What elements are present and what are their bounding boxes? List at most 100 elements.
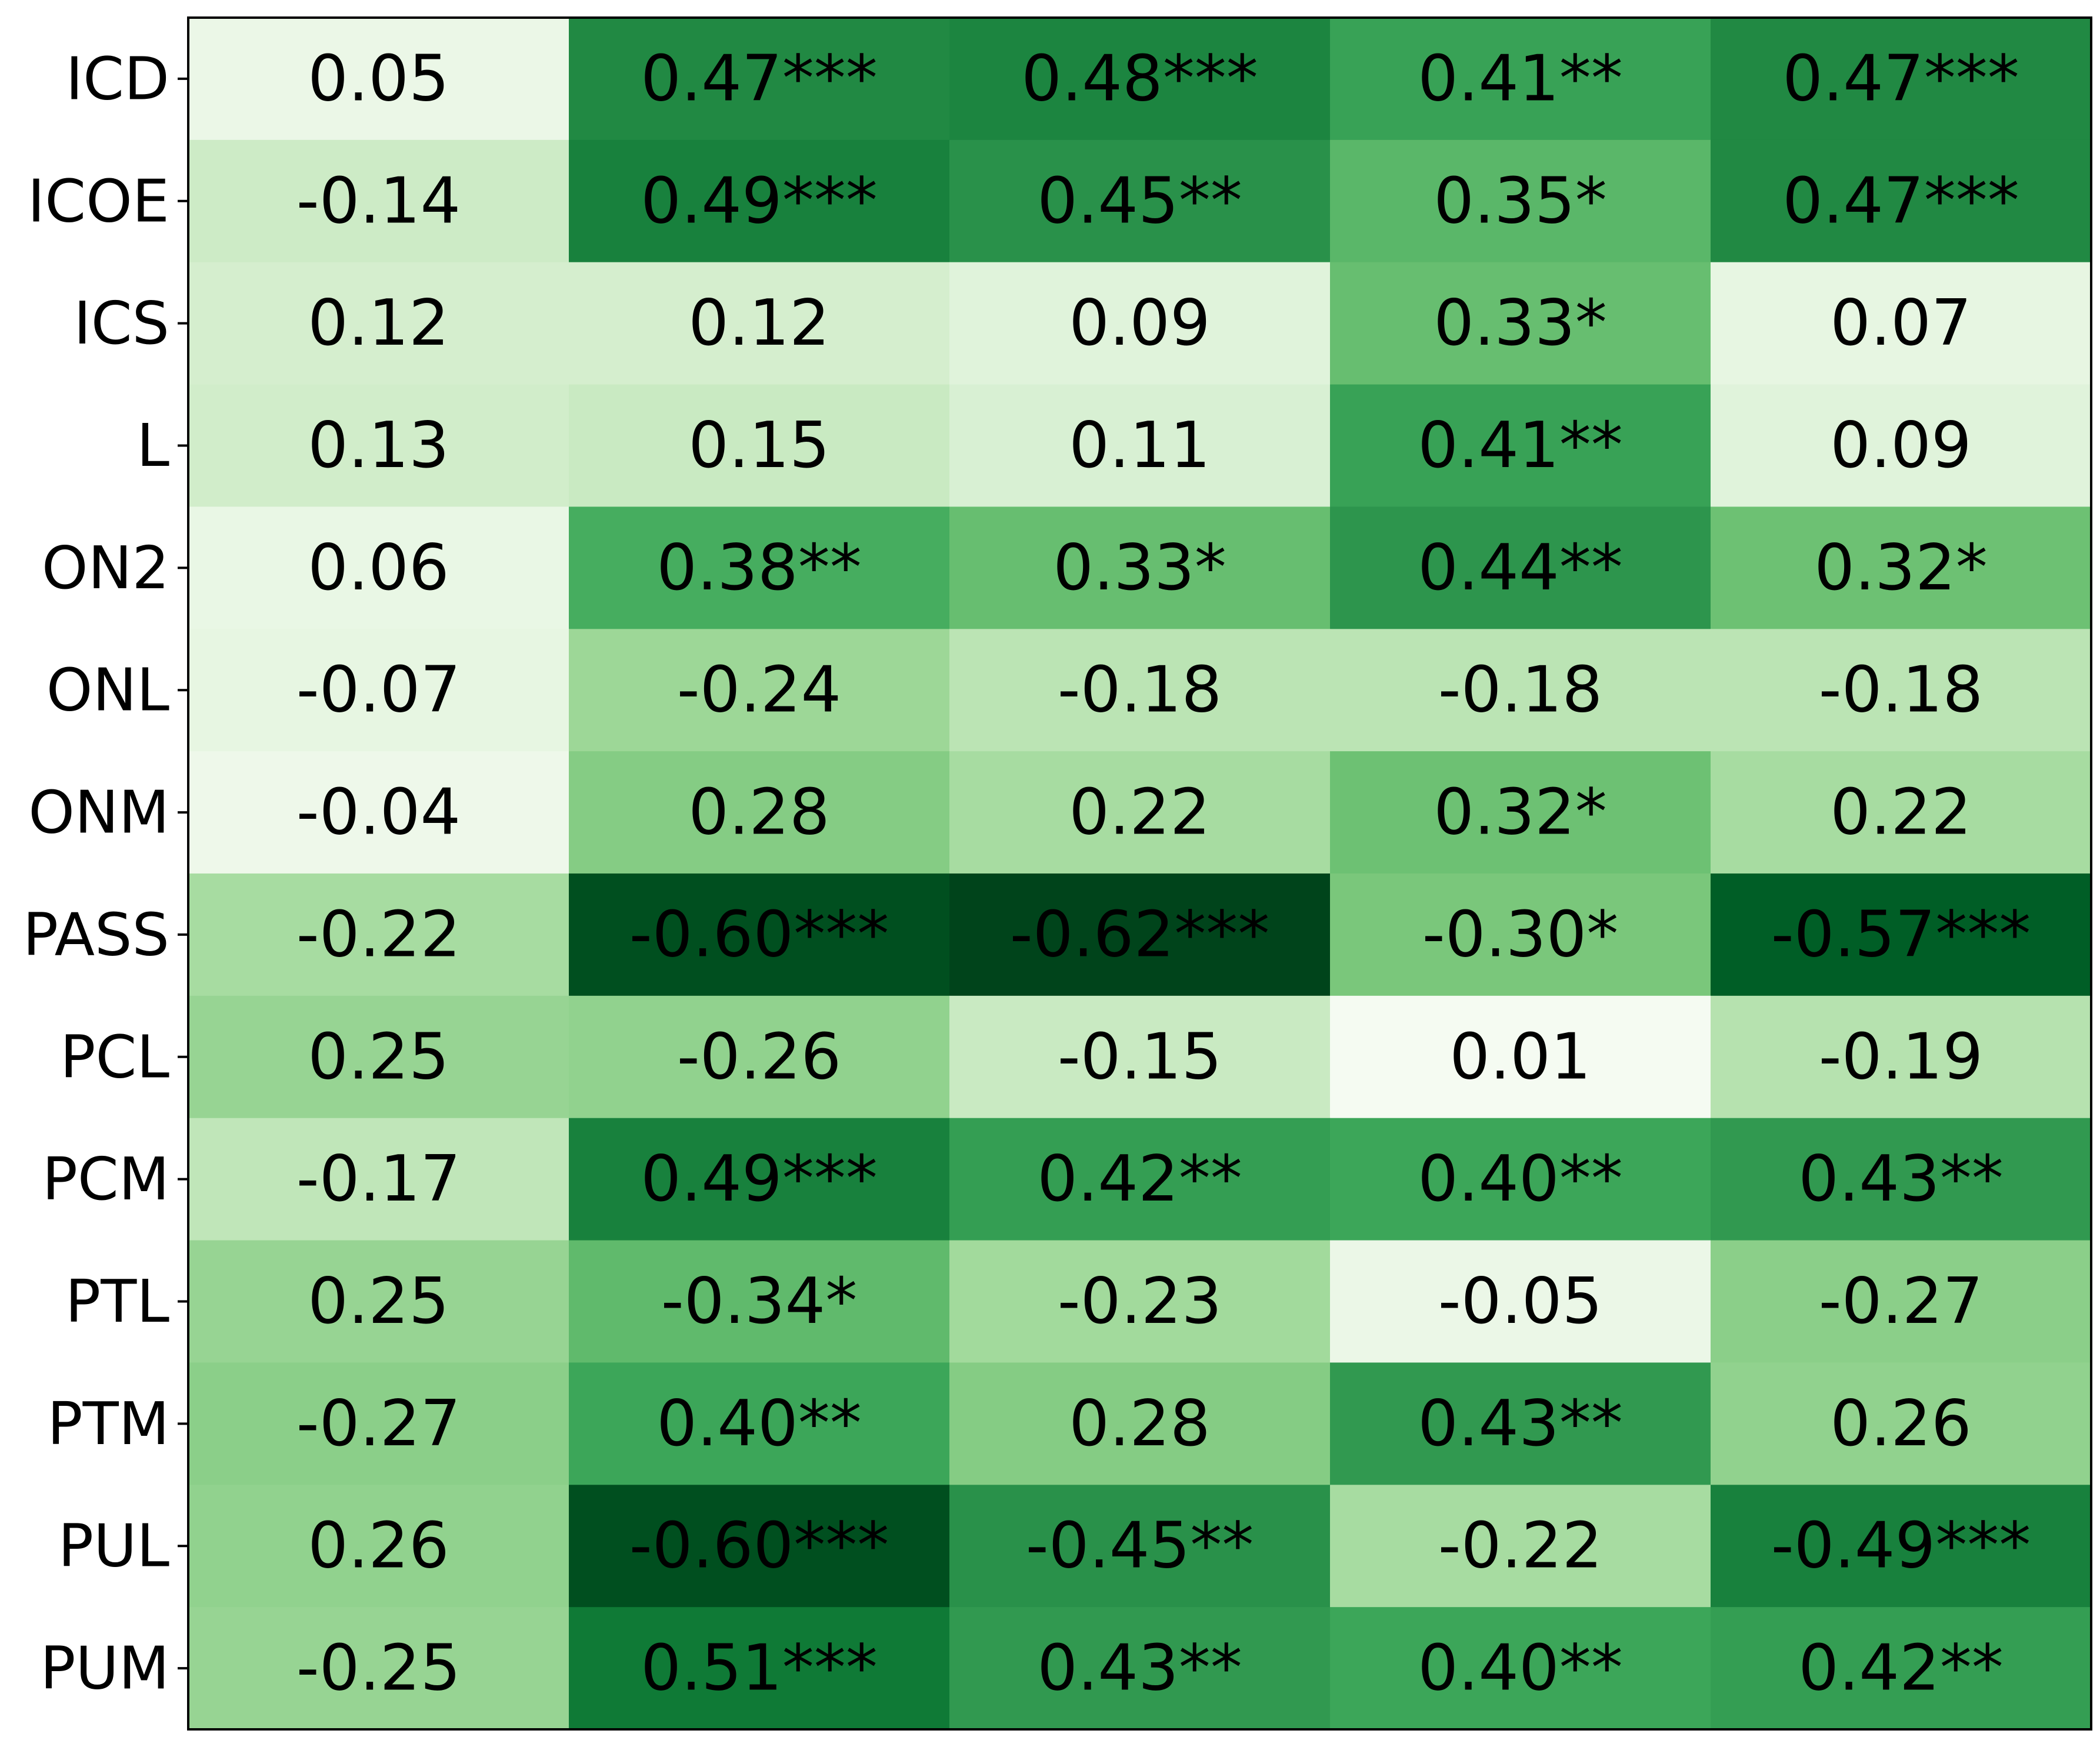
cell-value-label: 0.40** [1418,1142,1622,1216]
heatmap-cell [1711,1362,2092,1485]
cell-value-label: 0.25 [308,1265,449,1338]
cell-value-label: 0.33* [1053,531,1226,605]
cell-value-label: 0.28 [688,776,829,849]
heatmap-cell [1711,1240,2092,1363]
heatmap-cell [569,1607,950,1730]
cell-value-label: 0.44** [1418,531,1622,605]
heatmap-cell [188,1240,569,1363]
heatmap-cell [1330,874,1711,996]
cell-value-label: 0.51*** [641,1632,877,1705]
cell-value-label: -0.18 [1438,654,1602,727]
cell-value-label: 0.43** [1037,1632,1242,1705]
cell-value-label: -0.62*** [1010,898,1269,971]
heatmap-cell [1711,139,2092,263]
heatmap-cell [949,18,1331,141]
cell-value-label: 0.49*** [641,164,877,238]
heatmap-cell [569,384,950,507]
cell-value-label: -0.34* [661,1265,857,1338]
heatmap-cell [949,1607,1331,1730]
cell-value-label: -0.45** [1026,1509,1254,1583]
heatmap-cell [188,629,569,752]
heatmap-cell [1711,874,2092,996]
cell-value-label: 0.47*** [641,42,877,115]
heatmap-cell [188,506,569,629]
plot-frame [187,16,2092,1731]
heatmap-cell [949,1362,1331,1485]
cell-value-label: 0.09 [1069,286,1210,360]
cell-value-label: 0.48*** [1021,42,1258,115]
heatmap-cell [1330,1607,1711,1730]
cell-value-label: -0.57*** [1771,898,2031,971]
cell-value-label: 0.41** [1418,409,1622,482]
heatmap-cell [1711,1485,2092,1608]
cell-value-label: -0.30* [1422,898,1618,971]
cell-value-label: 0.06 [308,531,449,605]
cell-value-label: 0.22 [1069,776,1210,849]
y-axis: ICD ICOE ICS L ON2 ONL ONM PASS PCL PCM PTL PTM PUL P… [23,44,188,1703]
heatmap-cell-labels: 0.05 0.47*** 0.48*** 0.41** 0.47*** -0.14 0.49… [296,42,2031,1705]
heatmap-cell [949,262,1331,385]
cell-value-label: -0.27 [1819,1265,1983,1338]
cell-value-label: 0.42** [1798,1632,2003,1705]
heatmap-cell [1711,751,2092,874]
heatmap-cell [1330,139,1711,263]
heatmap-cell [569,995,950,1119]
y-tick-label: ICS [74,289,169,358]
heatmap-cell [949,506,1331,629]
cell-value-label: 0.43** [1798,1142,2003,1216]
cell-value-label: 0.38** [656,531,861,605]
cell-value-label: 0.45** [1037,164,1242,238]
cell-value-label: 0.49*** [641,1142,877,1216]
cell-value-label: 0.09 [1830,409,1971,482]
heatmap-cell [188,139,569,263]
cell-value-label: 0.12 [688,286,829,360]
cell-value-label: -0.17 [296,1142,461,1216]
heatmap-cell [1711,629,2092,752]
y-tick-label: PUL [58,1512,169,1581]
y-tick-label: PUM [40,1634,169,1703]
heatmap-cell [1330,1118,1711,1241]
heatmap-cell [188,1607,569,1730]
cell-value-label: 0.22 [1830,776,1971,849]
heatmap-cell [188,262,569,385]
heatmap-cell [1711,1118,2092,1241]
cell-value-label: -0.49*** [1771,1509,2031,1583]
heatmap-cell [188,995,569,1119]
cell-value-label: -0.22 [1438,1509,1602,1583]
heatmap-cell [569,262,950,385]
cell-value-label: 0.26 [1830,1387,1971,1461]
cell-value-label: 0.07 [1830,286,1971,360]
y-tick-label: PCL [60,1022,169,1091]
heatmap-cell [569,18,950,141]
heatmap-cell [1330,1485,1711,1608]
cell-value-label: 0.35* [1434,164,1606,238]
cell-value-label: 0.11 [1069,409,1210,482]
heatmap-cell [949,384,1331,507]
y-tick-label: PCM [42,1145,169,1213]
heatmap-cell [949,1240,1331,1363]
cell-value-label: 0.47*** [1782,164,2019,238]
heatmap-cell [1711,18,2092,141]
heatmap-cell [188,1118,569,1241]
cell-value-label: -0.27 [296,1387,461,1461]
heatmap-cells [188,18,2092,1730]
cell-value-label: -0.22 [296,898,461,971]
heatmap-cell [1711,384,2092,507]
heatmap-cell [949,751,1331,874]
heatmap-cell [188,1362,569,1485]
heatmap-cell [569,139,950,263]
cell-value-label: 0.43** [1418,1387,1622,1461]
cell-value-label: 0.01 [1449,1020,1591,1093]
cell-value-label: -0.60*** [629,1509,889,1583]
cell-value-label: 0.28 [1069,1387,1210,1461]
heatmap-cell [1330,262,1711,385]
heatmap-cell [949,629,1331,752]
heatmap-cell [1330,506,1711,629]
heatmap-cell [949,139,1331,263]
heatmap-cell [569,1240,950,1363]
cell-value-label: -0.15 [1058,1020,1222,1093]
heatmap-cell [1711,262,2092,385]
y-tick-label: ICOE [28,166,169,235]
heatmap-cell [569,629,950,752]
